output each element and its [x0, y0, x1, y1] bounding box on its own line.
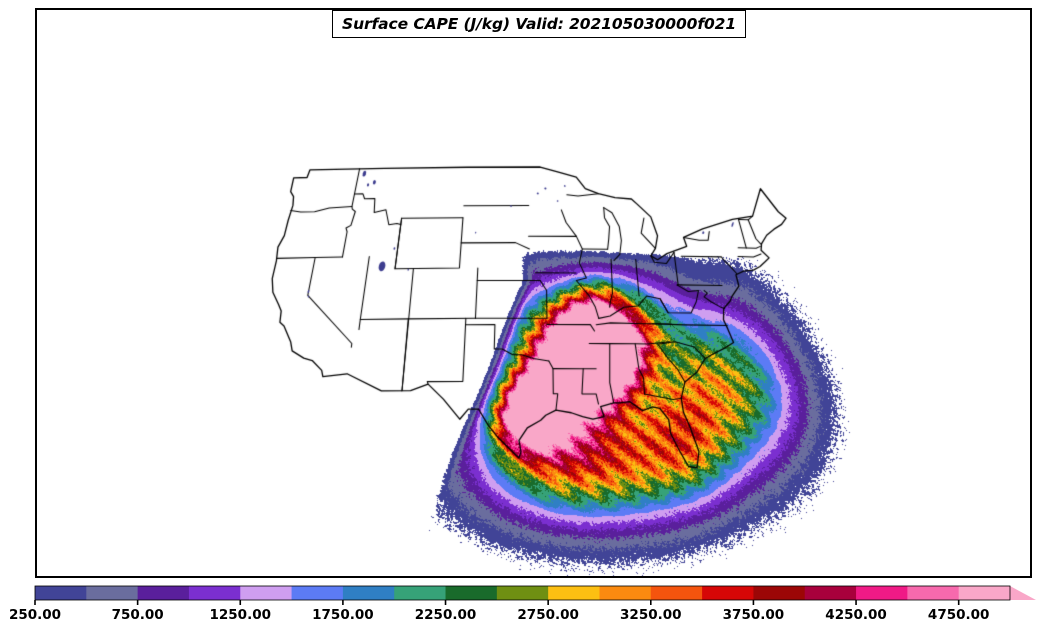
colorbar-tick-label: 250.00 [9, 607, 61, 623]
colorbar-swatch-crimson [804, 586, 857, 600]
colorbar-tick-label: 2750.00 [517, 607, 579, 623]
colorbar-svg: 250.00 750.00 1250.00 1750.00 2250.00 2750.00… [9, 585, 1036, 623]
colorbar-swatch-dark-green [445, 586, 498, 600]
colorbar-swatch-royal-blue [291, 586, 344, 600]
colorbar-swatch-orange [599, 586, 652, 600]
colorbar-tick-label: 1750.00 [312, 607, 374, 623]
colorbar-outline [34, 585, 1011, 601]
colorbar-swatch-dark-slate-blue [35, 586, 87, 600]
colorbar-swatch-pink [907, 586, 960, 600]
colorbar-swatch-red [702, 586, 755, 600]
colorbar-tick-label: 750.00 [112, 607, 164, 623]
colorbar-swatch-gold [548, 586, 601, 600]
colorbar-tick-label: 4250.00 [825, 607, 887, 623]
colorbar-swatch-dark-violet [137, 586, 190, 600]
colorbar-swatch-orange-red [650, 586, 703, 600]
title-box: Surface CAPE (J/kg) Valid: 202105030000f… [332, 10, 747, 38]
colorbar-tick-label: 1250.00 [210, 607, 272, 623]
colorbar-tick-label: 3250.00 [620, 607, 682, 623]
colorbar-swatch-magenta [856, 586, 908, 600]
colorbar-swatch-dark-red [753, 586, 806, 600]
colorbar-swatch-light-pink [958, 586, 1011, 600]
colorbar-swatch-light-violet [240, 586, 293, 600]
colorbar-tick-label: 4750.00 [928, 607, 990, 623]
map-panel [35, 8, 1032, 578]
colorbar: 250.00 750.00 1250.00 1750.00 2250.00 2750.00… [0, 580, 1042, 632]
colorbar-extend-max-arrow [1010, 586, 1036, 600]
colorbar-swatch-olive [496, 586, 549, 600]
colorbar-tick-label: 2250.00 [415, 607, 477, 623]
cape-field-canvas [37, 10, 1030, 576]
page-title: Surface CAPE (J/kg) Valid: 202105030000f… [342, 15, 737, 33]
colorbar-swatch-sea-green [394, 586, 447, 600]
colorbar-swatch-steel-blue [342, 586, 395, 600]
colorbar-tick-label: 3750.00 [723, 607, 785, 623]
colorbar-swatch-gray-purple [86, 586, 139, 600]
colorbar-swatch-medium-purple [188, 586, 241, 600]
